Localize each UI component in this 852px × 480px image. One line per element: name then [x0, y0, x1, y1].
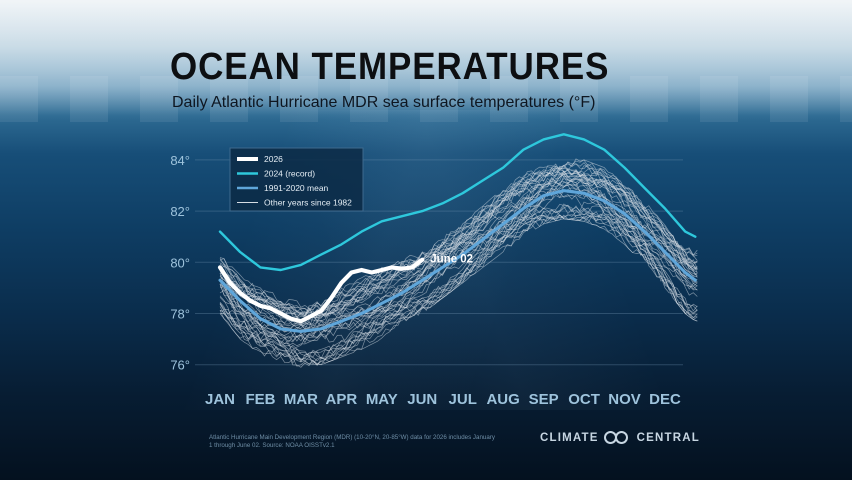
- other-year-line: [219, 165, 698, 331]
- legend-label: 1991-2020 mean: [264, 183, 329, 193]
- logo-text-right: CENTRAL: [636, 431, 700, 444]
- x-tick-label: JUL: [449, 391, 477, 408]
- water-surface: [0, 76, 852, 122]
- x-tick-label: MAY: [366, 391, 398, 408]
- footnote: Atlantic Hurricane Main Development Regi…: [209, 434, 495, 449]
- x-tick-label: JAN: [205, 391, 235, 408]
- other-year-line: [219, 213, 698, 366]
- other-year-line: [219, 159, 698, 319]
- linked-circles-icon: [603, 430, 632, 445]
- x-tick-label: FEB: [245, 391, 275, 408]
- y-tick-label: 80°: [170, 255, 190, 270]
- x-tick-label: AUG: [486, 391, 519, 408]
- x-tick-label: DEC: [649, 391, 681, 408]
- y-tick-label: 82°: [170, 204, 190, 219]
- june-02-label: June 02: [430, 254, 473, 266]
- x-tick-label: OCT: [568, 391, 600, 408]
- other-year-line: [219, 164, 698, 317]
- logo-text-left: CLIMATE: [540, 431, 599, 444]
- other-year-line: [219, 163, 698, 311]
- legend-label: 2026: [264, 154, 283, 164]
- other-years-lines: [219, 158, 698, 368]
- mean-1991-2020-line: [218, 189, 697, 333]
- other-year-line: [219, 203, 698, 363]
- x-tick-label: APR: [326, 391, 358, 408]
- annotations: June 02: [430, 254, 473, 266]
- other-year-line: [219, 173, 698, 329]
- other-year-line: [219, 161, 698, 324]
- x-tick-label: NOV: [608, 391, 641, 408]
- other-year-line: [219, 158, 698, 318]
- page-subtitle: Daily Atlantic Hurricane MDR sea surface…: [172, 94, 596, 111]
- x-tick-label: JUN: [407, 391, 437, 408]
- y-tick-label: 76°: [170, 358, 190, 373]
- y-tick-label: 84°: [170, 153, 190, 168]
- other-year-line: [219, 204, 698, 357]
- legend-label: Other years since 1982: [264, 198, 352, 208]
- x-tick-label: SEP: [529, 391, 559, 408]
- page-title: OCEAN TEMPERATURES: [170, 46, 610, 88]
- sky-background: [0, 0, 852, 120]
- series-lines: [217, 133, 697, 333]
- other-year-line: [219, 200, 698, 360]
- chart-legend: 2026 2024 (record) 1991-2020 mean Other yea…: [229, 147, 364, 212]
- record-2024-line: [218, 133, 697, 272]
- y-tick-label: 78°: [170, 307, 190, 322]
- current-2026-line: [217, 257, 425, 324]
- legend-label: 2024 (record): [264, 169, 315, 179]
- x-tick-label: MAR: [284, 391, 318, 408]
- climate-central-logo[interactable]: CLIMATE CENTRAL: [540, 430, 700, 445]
- other-year-line: [219, 212, 698, 368]
- x-tick-labels: JAN FEB MAR APR MAY JUN JUL AUG SEP OCT NOV DEC: [205, 391, 681, 408]
- y-tick-labels: 76° 78° 80° 82° 84°: [170, 153, 190, 373]
